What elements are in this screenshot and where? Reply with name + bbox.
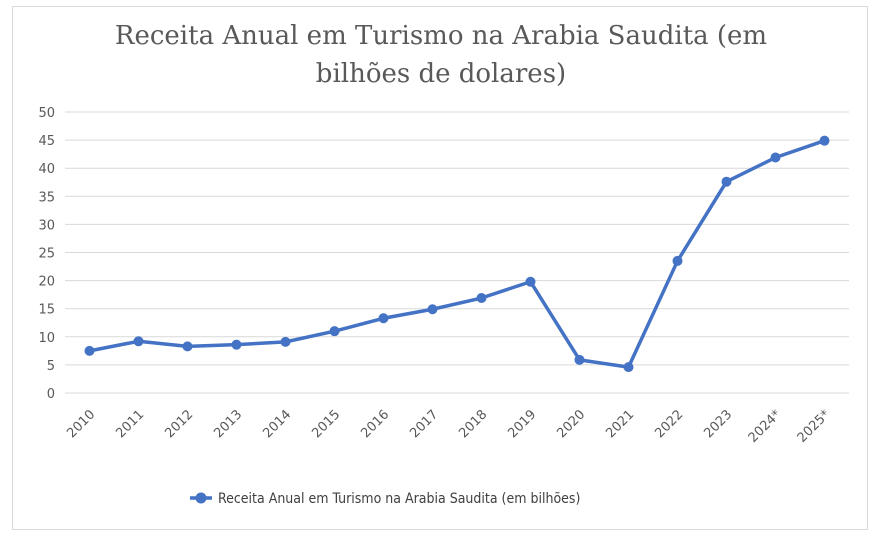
chart-title: Receita Anual em Turismo na Arabia Saudi… xyxy=(13,17,869,93)
x-tick-label: 2011 xyxy=(113,407,147,441)
data-point xyxy=(672,255,683,266)
data-point xyxy=(819,135,830,146)
y-tick-label: 15 xyxy=(38,303,55,318)
x-tick-label: 2023 xyxy=(701,407,735,441)
data-point xyxy=(84,345,95,356)
x-tick-label: 2019 xyxy=(505,407,539,441)
data-point xyxy=(525,276,536,287)
data-point xyxy=(378,313,389,324)
data-point xyxy=(623,362,634,373)
legend-entry-label: Receita Anual em Turismo na Arabia Saudi… xyxy=(218,491,580,507)
y-tick-label: 0 xyxy=(47,387,55,402)
legend: Receita Anual em Turismo na Arabia Saudi… xyxy=(190,491,580,507)
chart-title-line-1: Receita Anual em Turismo na Arabia Saudi… xyxy=(114,21,768,51)
x-tick-label: 2024* xyxy=(746,407,785,446)
data-point xyxy=(721,176,732,187)
data-point xyxy=(182,341,193,352)
x-tick-label: 2016 xyxy=(358,407,392,441)
data-point xyxy=(476,293,487,304)
series-line xyxy=(87,138,827,369)
y-tick-label: 10 xyxy=(38,331,55,346)
x-tick-label: 2013 xyxy=(211,407,245,441)
series-layer xyxy=(84,135,830,373)
x-tick-label: 2012 xyxy=(162,407,196,441)
y-tick-label: 20 xyxy=(38,275,55,290)
y-tick-label: 30 xyxy=(38,218,55,233)
data-point xyxy=(574,354,585,365)
x-tick-label: 2022 xyxy=(652,407,686,441)
data-point xyxy=(770,152,781,163)
y-tick-label: 40 xyxy=(38,162,55,177)
gridlines xyxy=(65,111,849,394)
data-point xyxy=(427,304,438,315)
y-tick-label: 45 xyxy=(38,134,55,149)
x-tick-label: 2018 xyxy=(456,407,490,441)
chart-title-line-2: bilhões de dolares) xyxy=(315,59,567,89)
data-point xyxy=(329,326,340,337)
y-tick-label: 25 xyxy=(38,247,55,262)
x-tick-label: 2020 xyxy=(554,407,588,441)
y-tick-label: 50 xyxy=(38,106,55,121)
x-tick-label: 2010 xyxy=(64,407,98,441)
x-tick-label: 2015 xyxy=(309,407,343,441)
legend-dot-marker xyxy=(195,492,207,504)
x-tick-label: 2021 xyxy=(603,407,637,441)
data-point xyxy=(280,336,291,347)
y-axis-ticks: 0 5 10 15 20 25 30 35 40 45 50 xyxy=(38,106,55,402)
data-point xyxy=(133,336,144,347)
x-tick-label: 2014 xyxy=(260,407,294,441)
x-tick-label: 2017 xyxy=(407,407,441,441)
y-tick-label: 5 xyxy=(47,359,55,374)
x-axis-ticks: 2010 2011 2012 2013 2014 2015 2016 2017 2018 2019… xyxy=(64,407,833,446)
chart-frame: Receita Anual em Turismo na Arabia Saudi… xyxy=(12,6,868,530)
data-point xyxy=(231,339,242,350)
y-tick-label: 35 xyxy=(38,190,55,205)
x-tick-label: 2025* xyxy=(795,407,834,446)
